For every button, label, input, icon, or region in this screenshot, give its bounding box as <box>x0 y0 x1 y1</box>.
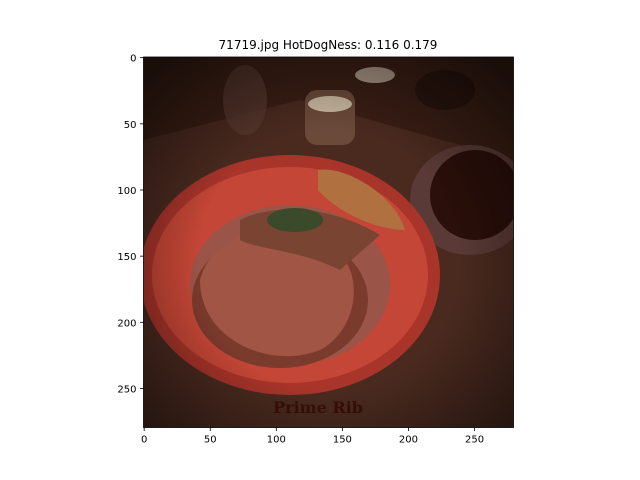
x-tick-label: 50 <box>204 435 217 446</box>
y-tick-label: 0 <box>130 54 136 65</box>
y-tick-label: 150 <box>117 252 136 263</box>
x-tick-label: 0 <box>141 435 147 446</box>
x-tick-label: 100 <box>267 435 286 446</box>
photo: Prime Rib <box>143 57 514 428</box>
x-tick-label: 200 <box>399 435 418 446</box>
axes-frame <box>143 56 514 428</box>
x-tick-label: 250 <box>465 435 484 446</box>
y-tick-label: 250 <box>117 384 136 395</box>
x-tick-label: 150 <box>333 435 352 446</box>
chart-title: 71719.jpg HotDogNess: 0.116 0.179 <box>219 38 438 52</box>
y-tick-label: 100 <box>117 186 136 197</box>
y-tick-label: 50 <box>124 120 137 131</box>
y-tick-label: 200 <box>117 318 136 329</box>
